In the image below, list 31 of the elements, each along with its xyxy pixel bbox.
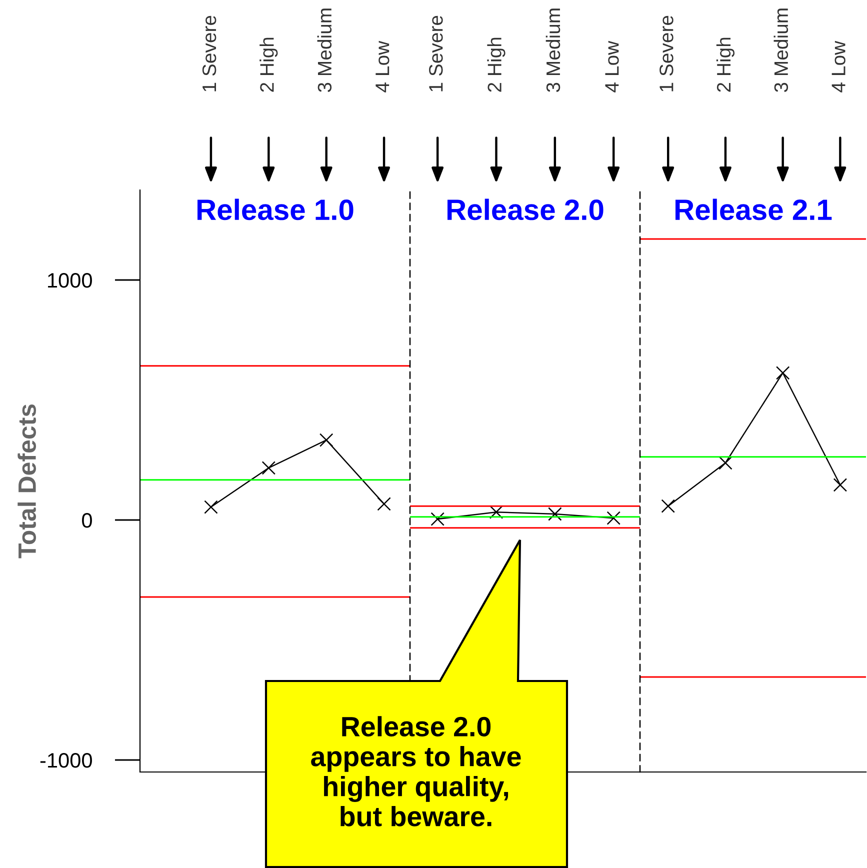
point bbox=[430, 512, 444, 526]
chart-title: Release 2.1 bbox=[675, 198, 832, 220]
point bbox=[776, 366, 790, 380]
x-tick-label: 3 Medium bbox=[774, 8, 788, 92]
x-tick-label: 2 High bbox=[260, 38, 278, 92]
y-tick-label: 1000 bbox=[48, 273, 92, 288]
x-tick-label: 3 Medium bbox=[546, 8, 560, 92]
point bbox=[262, 461, 276, 475]
x-tick-label: 4 Low bbox=[376, 40, 390, 92]
point bbox=[377, 497, 391, 511]
y-tick-label: -1000 bbox=[40, 753, 92, 768]
point bbox=[606, 511, 620, 525]
point bbox=[204, 500, 218, 514]
x-tick-label: 1 Severe bbox=[202, 16, 216, 92]
point bbox=[833, 478, 848, 492]
y-tick-label: 0 bbox=[82, 513, 92, 528]
x-tick-label: 4 Low bbox=[605, 40, 619, 92]
point bbox=[319, 433, 334, 447]
x-tick-label: 1 Severe bbox=[429, 16, 443, 92]
chart-title: Release 1.0 bbox=[197, 198, 354, 220]
point bbox=[661, 499, 675, 513]
x-tick-label: 1 Severe bbox=[660, 16, 674, 92]
chart-title: Release 2.0 bbox=[447, 198, 604, 220]
x-tick-label: 3 Medium bbox=[317, 8, 332, 92]
y-axis-title: Total Defects bbox=[18, 404, 36, 558]
x-tick-label: 4 Low bbox=[832, 40, 846, 92]
x-tick-label: 2 High bbox=[716, 38, 735, 92]
x-tick-label: 2 High bbox=[487, 38, 506, 92]
point bbox=[548, 507, 562, 521]
point bbox=[718, 456, 732, 470]
annotation: Release 2.0 appears to have higher quality, but beware. bbox=[311, 716, 521, 826]
